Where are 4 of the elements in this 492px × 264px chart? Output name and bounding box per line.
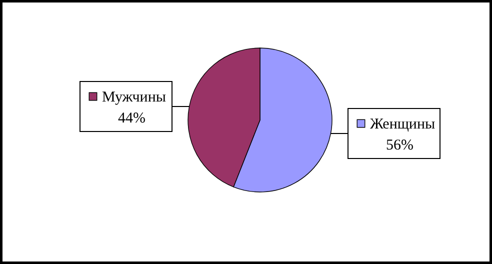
legend-label: Мужчины xyxy=(102,90,166,106)
legend-label: Женщины xyxy=(370,116,436,132)
data-label: 44% xyxy=(118,110,146,127)
data-label: 56% xyxy=(386,137,414,154)
